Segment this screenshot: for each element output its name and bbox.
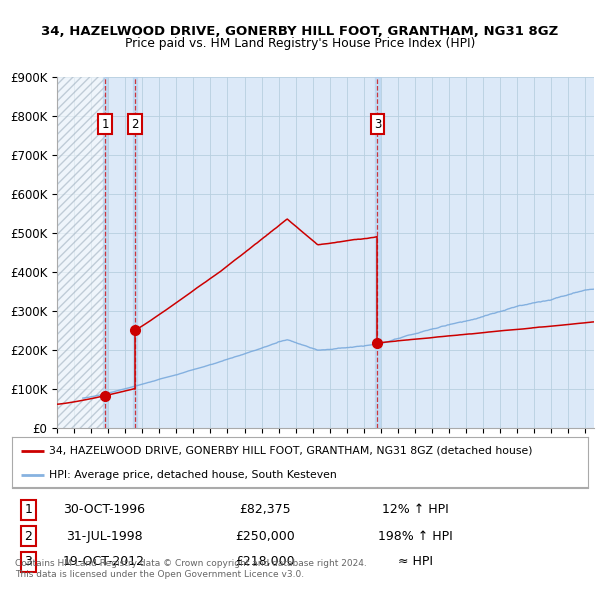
Text: ≈ HPI: ≈ HPI [398,555,433,568]
Text: 31-JUL-1998: 31-JUL-1998 [66,530,142,543]
Text: HPI: Average price, detached house, South Kesteven: HPI: Average price, detached house, Sout… [49,470,337,480]
Text: 2: 2 [131,117,139,130]
Bar [103,77,107,428]
Text: £218,000: £218,000 [236,555,295,568]
Text: Price paid vs. HM Land Registry's House Price Index (HPI): Price paid vs. HM Land Registry's House … [125,37,475,50]
Text: 1: 1 [24,503,32,516]
Text: 19-OCT-2012: 19-OCT-2012 [63,555,145,568]
Text: 30-OCT-1996: 30-OCT-1996 [63,503,145,516]
Text: 198% ↑ HPI: 198% ↑ HPI [378,530,452,543]
Text: 12% ↑ HPI: 12% ↑ HPI [382,503,449,516]
Bar [133,77,137,428]
Bar [57,77,105,428]
Text: 2: 2 [24,530,32,543]
Text: 3: 3 [374,117,381,130]
Bar [376,77,380,428]
Text: £250,000: £250,000 [236,530,295,543]
Text: 3: 3 [24,555,32,568]
Text: £82,375: £82,375 [239,503,291,516]
Text: This data is licensed under the Open Government Licence v3.0.: This data is licensed under the Open Gov… [15,571,304,579]
Text: 34, HAZELWOOD DRIVE, GONERBY HILL FOOT, GRANTHAM, NG31 8GZ (detached house): 34, HAZELWOOD DRIVE, GONERBY HILL FOOT, … [49,445,533,455]
Text: 34, HAZELWOOD DRIVE, GONERBY HILL FOOT, GRANTHAM, NG31 8GZ: 34, HAZELWOOD DRIVE, GONERBY HILL FOOT, … [41,25,559,38]
Text: 1: 1 [101,117,109,130]
Text: Contains HM Land Registry data © Crown copyright and database right 2024.: Contains HM Land Registry data © Crown c… [15,559,367,568]
